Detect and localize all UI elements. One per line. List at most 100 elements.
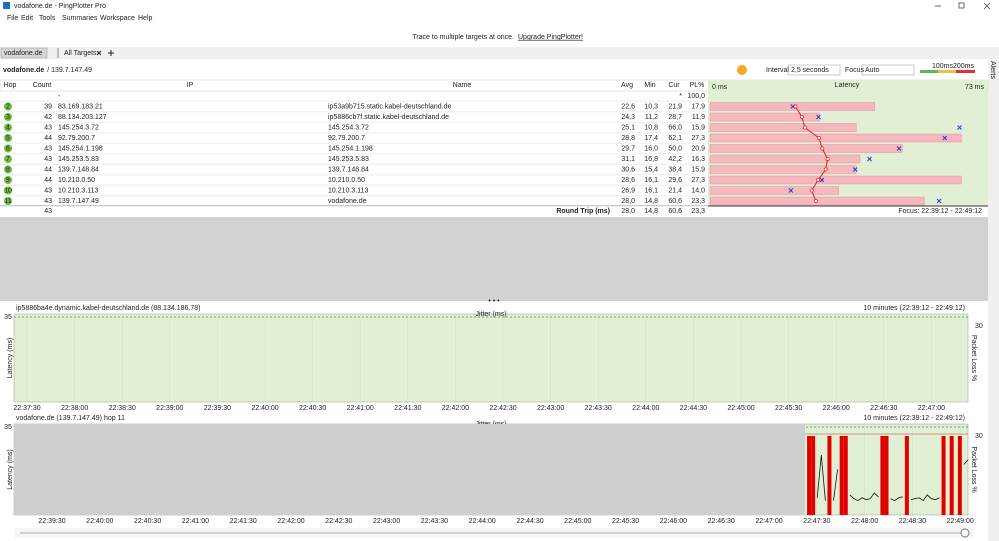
- cell-min: 15,4: [644, 166, 658, 173]
- hop-number: 9: [6, 177, 10, 184]
- cell-avg: 28,8: [621, 135, 635, 142]
- focus-value[interactable]: Auto: [865, 67, 880, 74]
- cell-count: 43: [44, 124, 52, 131]
- column-header[interactable]: Count: [33, 82, 52, 89]
- cell-pl: 14,0: [691, 187, 705, 194]
- plot-area: [13, 313, 969, 403]
- packet-loss-bar: [709, 133, 962, 143]
- window-controls: [935, 2, 991, 10]
- cell-avg: 26,9: [621, 187, 635, 194]
- side-panel: [988, 60, 999, 541]
- cell-count: 43: [44, 145, 52, 152]
- cell-ip: 139.7.147.49: [58, 198, 99, 205]
- cell-name: 10.210.3.113: [328, 187, 368, 194]
- y2-tick-label: 30: [975, 433, 983, 440]
- cell-avg: 30,6: [621, 166, 635, 173]
- packet-loss-bar: [709, 154, 861, 164]
- x-tick-label: 22:44:30: [680, 405, 707, 412]
- table-footer: [0, 206, 988, 217]
- footer-avg: 28,0: [621, 208, 635, 215]
- latency-scale-label: 0 ms: [712, 84, 728, 91]
- cell-name: ip5886cb7f.static.kabel-deutschland.de: [328, 114, 449, 121]
- column-header[interactable]: Hop: [4, 82, 17, 89]
- tab-label[interactable]: vodafone.de: [4, 50, 43, 57]
- footer-cur: 60,6: [668, 208, 682, 215]
- jitter-max: 35: [4, 424, 12, 431]
- x-tick-label: 22:38:30: [109, 405, 136, 412]
- x-tick-label: 22:39:00: [156, 405, 183, 412]
- x-tick-label: 22:46:00: [823, 405, 850, 412]
- hop-number: 2: [6, 103, 10, 110]
- average-point: [820, 146, 825, 151]
- banner-link[interactable]: Upgrade PingPlotter!: [518, 34, 583, 41]
- y2-axis-title: Packet Loss %: [970, 335, 977, 381]
- splitter[interactable]: • • •: [488, 298, 500, 305]
- cell-pl: 17,9: [691, 103, 705, 110]
- interval-value[interactable]: 2,5 seconds: [791, 67, 829, 74]
- pause-button[interactable]: [737, 65, 747, 75]
- column-header[interactable]: IP: [187, 82, 194, 89]
- cell-avg: 24,3: [621, 114, 635, 121]
- cell-count: 44: [44, 135, 52, 142]
- cell-count: 44: [44, 177, 52, 184]
- focus-select[interactable]: [861, 64, 915, 76]
- column-header[interactable]: Avg: [621, 82, 633, 89]
- x-tick-label: 22:42:00: [442, 405, 469, 412]
- tab-icons[interactable]: [96, 50, 114, 56]
- tab-label[interactable]: All Targets: [64, 50, 97, 57]
- column-header[interactable]: Latency: [835, 82, 860, 89]
- banner-text: Trace to multiple targets at once.: [412, 34, 514, 41]
- latency-line: [816, 454, 969, 502]
- menu-item[interactable]: Summaries: [62, 15, 98, 22]
- menu-item[interactable]: Help: [138, 15, 153, 22]
- average-point: [816, 178, 821, 182]
- x-tick-label: 22:48:00: [851, 518, 878, 525]
- packet-loss-sample: [949, 436, 954, 515]
- jitter-max: 35: [4, 314, 12, 321]
- cell-pl: 27,3: [691, 135, 705, 142]
- menu-item[interactable]: File: [7, 15, 18, 22]
- legend-green: [920, 70, 938, 73]
- packet-loss-sample: [839, 436, 844, 515]
- x-tick-label: 22:47:00: [918, 405, 945, 412]
- slider-thumb[interactable]: [960, 528, 970, 538]
- window-title: vodafone.de - PingPlotter Pro: [14, 3, 106, 10]
- hop-badge: [4, 134, 12, 142]
- x-tick-label: 22:37:30: [13, 405, 40, 412]
- x-tick-label: 22:43:00: [537, 405, 564, 412]
- tab-target[interactable]: [0, 47, 48, 59]
- menu-item[interactable]: Edit: [21, 15, 33, 22]
- menu-item[interactable]: Workspace: [100, 15, 135, 22]
- hop-number: 4: [6, 124, 10, 131]
- footer-pl: 23,3: [691, 208, 705, 215]
- y-axis-title: Latency (ms): [7, 449, 14, 489]
- cell-min: 16,0: [644, 145, 658, 152]
- no-data-area: [14, 424, 805, 515]
- column-header[interactable]: Name: [453, 82, 472, 89]
- tab-bar: [0, 47, 999, 59]
- cell-cur: 21,4: [668, 187, 682, 194]
- interval-select[interactable]: [787, 64, 841, 76]
- cell-min: 16,1: [644, 187, 658, 194]
- current-marker: [852, 167, 858, 172]
- column-header[interactable]: Min: [644, 82, 655, 89]
- column-header[interactable]: Cur: [668, 82, 680, 89]
- cell-ip: 10.210.3.113: [58, 187, 98, 194]
- side-tab[interactable]: Alerts: [989, 61, 996, 79]
- menu-item[interactable]: Tools: [39, 15, 56, 22]
- hop-badge: [4, 102, 12, 111]
- cell-cur: 28,7: [668, 114, 682, 121]
- packet-loss-bar: [709, 165, 857, 174]
- current-marker: [936, 198, 942, 204]
- cell-ip: 145.254.3.72: [58, 124, 99, 131]
- packet-loss-sample: [957, 436, 962, 515]
- x-tick-label: 22:42:00: [277, 518, 304, 525]
- hop-number: 6: [6, 145, 10, 152]
- target-name: vodafone.de: [3, 67, 44, 74]
- x-tick-label: 22:40:00: [251, 405, 278, 412]
- footer-label: Round Trip (ms): [556, 208, 610, 215]
- cell-name: ip53a9b715.static.kabel-deutschland.de: [328, 103, 451, 110]
- column-header[interactable]: PL%: [690, 82, 705, 89]
- x-tick-label: 22:42:30: [325, 518, 352, 525]
- hop-badge: [4, 144, 12, 153]
